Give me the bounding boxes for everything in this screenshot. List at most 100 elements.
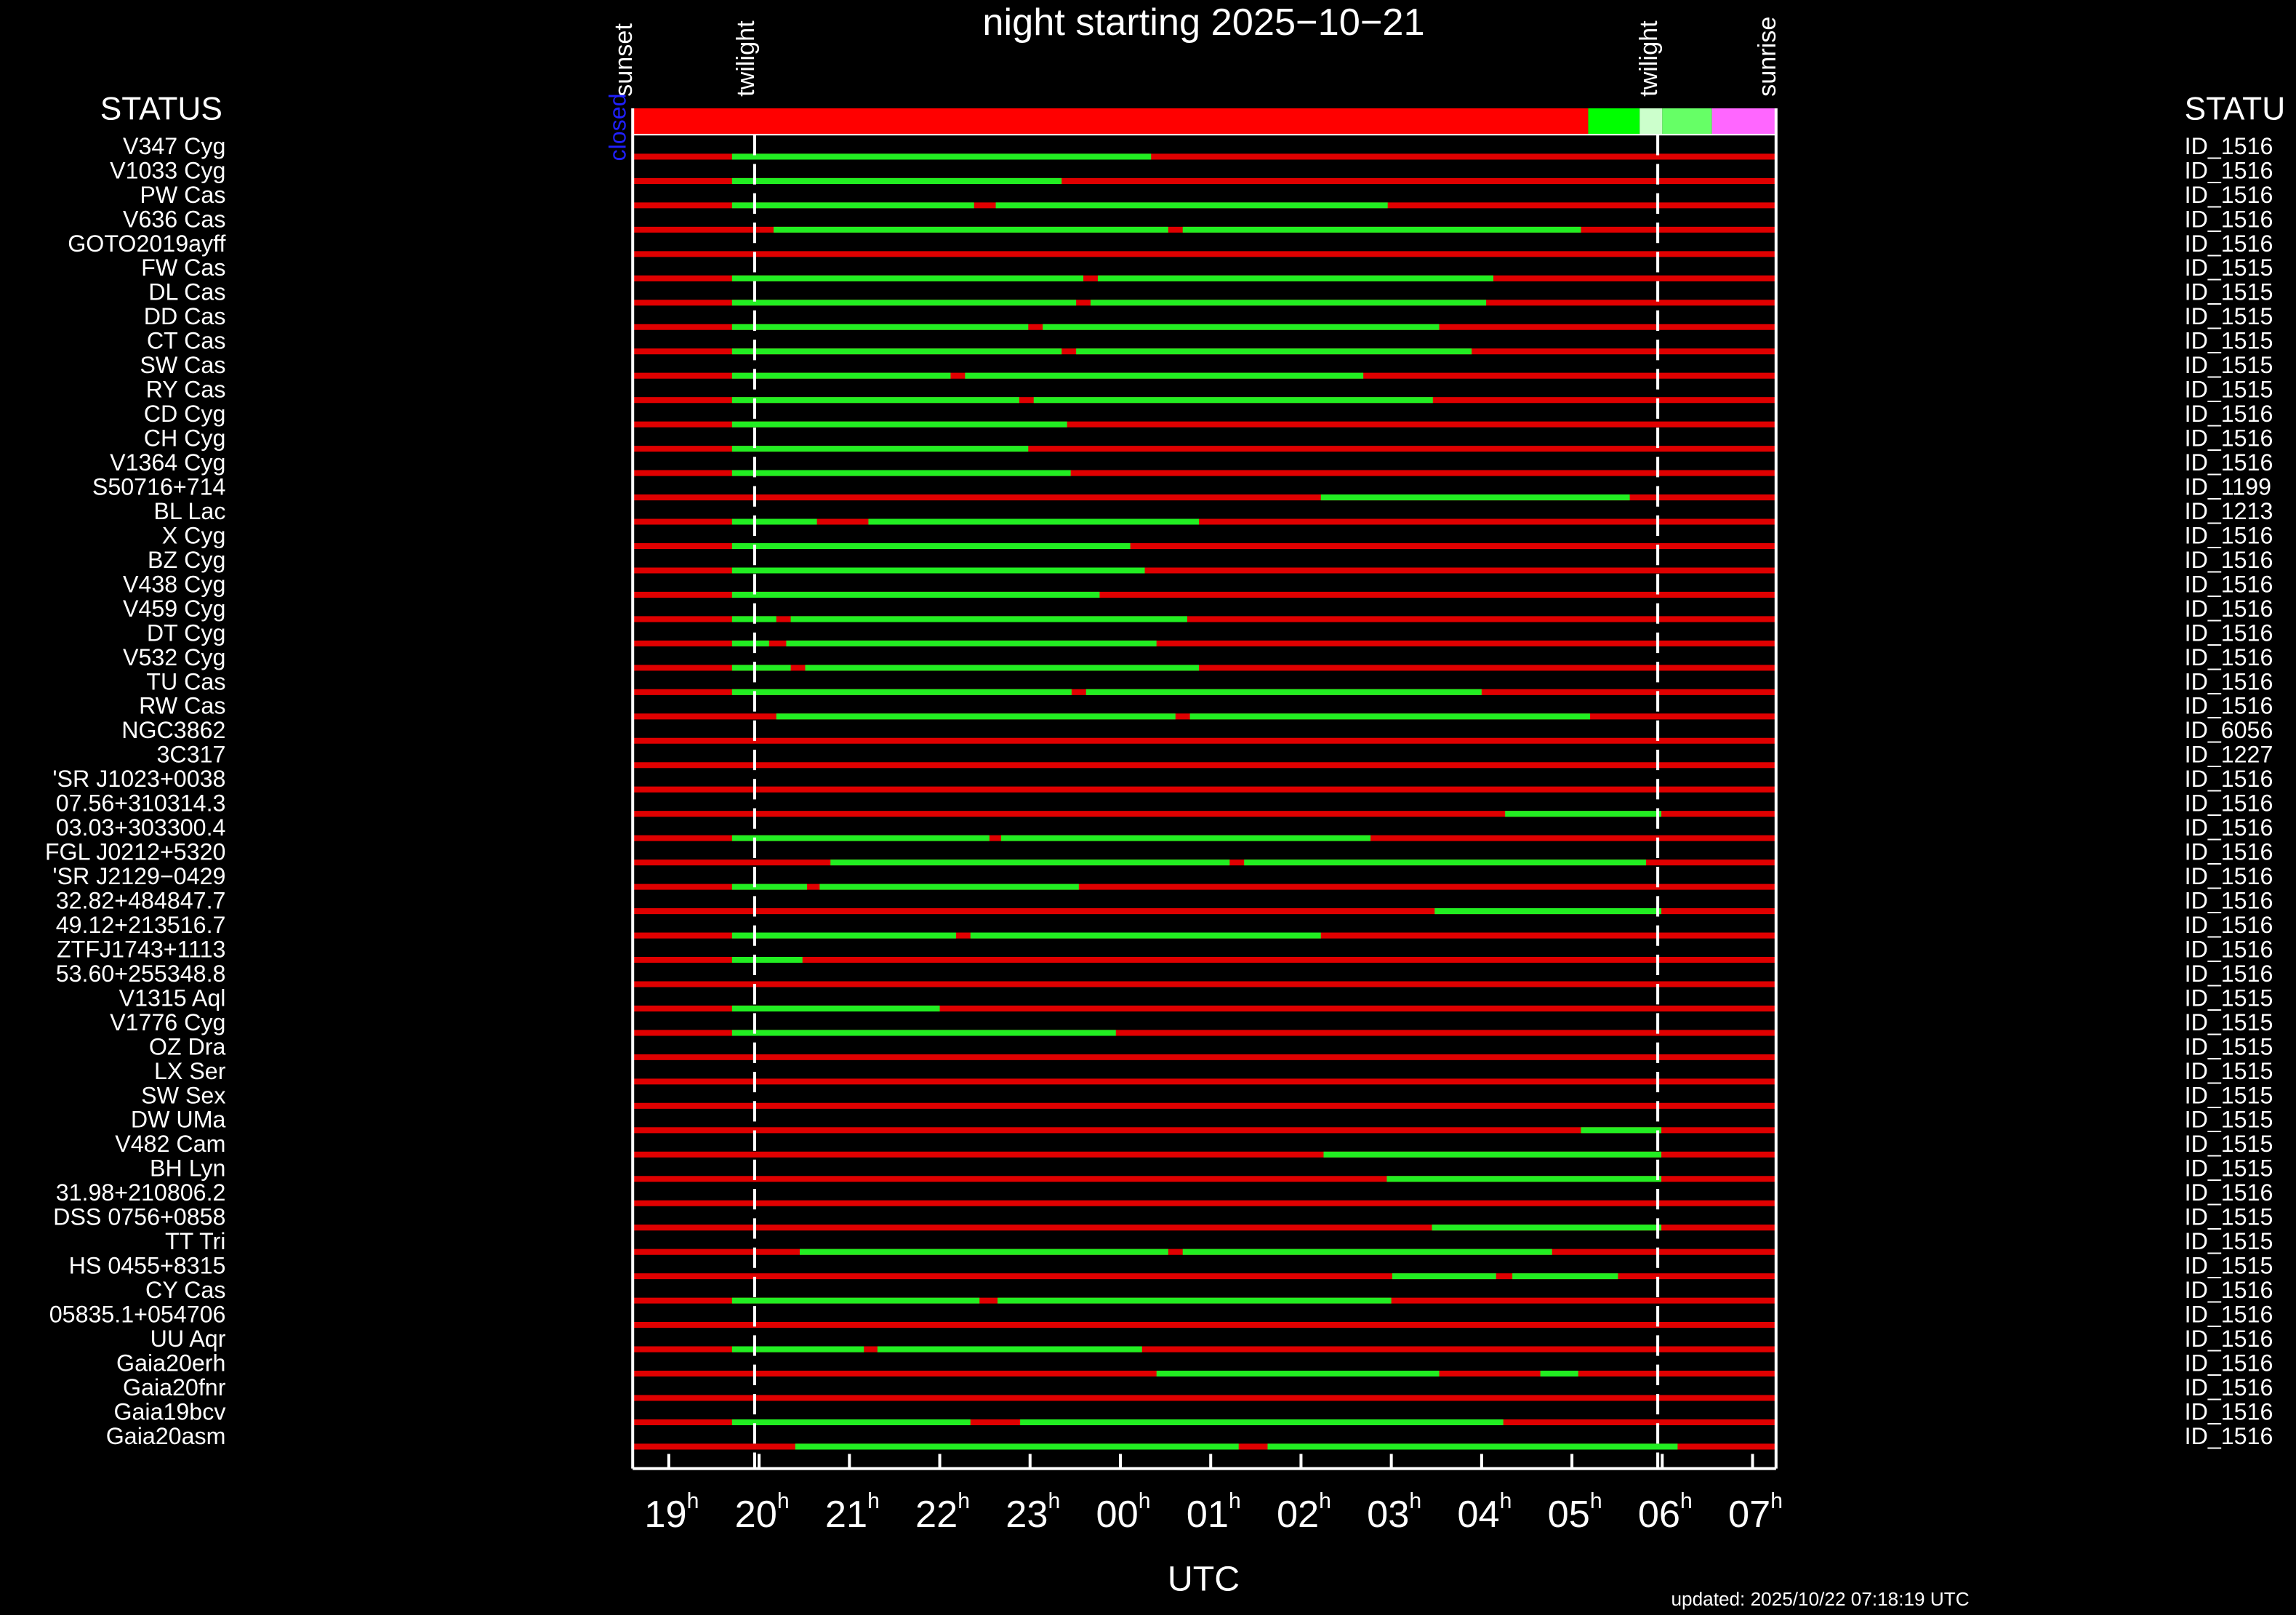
row-id: ID_1516: [2185, 888, 2273, 914]
x-tick-unit: h: [687, 1489, 699, 1513]
row-label: UU Aqr: [150, 1326, 226, 1352]
row-label: RY Cas: [146, 377, 226, 403]
x-tick-unit: h: [1500, 1489, 1512, 1513]
row-label: Gaia20asm: [106, 1423, 226, 1449]
row-id: ID_1516: [2185, 961, 2273, 987]
x-tick-value: 04: [1457, 1494, 1499, 1536]
row-label: S50716+714: [92, 473, 226, 500]
x-tick-label: 00h: [1096, 1489, 1151, 1536]
row-id: ID_1516: [2185, 1326, 2273, 1352]
row-id: ID_1516: [2185, 571, 2273, 597]
row-id: ID_1516: [2185, 157, 2273, 183]
row-id: ID_1516: [2185, 936, 2273, 962]
x-tick-unit: h: [777, 1489, 790, 1513]
x-tick-label: 04h: [1457, 1489, 1512, 1536]
left-header: STATUS: [100, 92, 222, 127]
x-tick-value: 01: [1187, 1494, 1229, 1536]
row-id: ID_1516: [2185, 231, 2273, 257]
status-segment: [1588, 108, 1640, 135]
row-label: FW Cas: [141, 255, 225, 281]
row-label: GOTO2019ayff: [68, 231, 225, 257]
x-tick-value: 22: [915, 1494, 958, 1536]
row-label: X Cyg: [162, 522, 226, 548]
row-label: BL Lac: [153, 498, 225, 524]
row-label: 03.03+303300.4: [56, 814, 226, 841]
row-label: OZ Dra: [149, 1033, 226, 1059]
row-id: ID_1213: [2185, 498, 2273, 524]
x-tick-label: 20h: [735, 1489, 790, 1536]
x-tick-unit: h: [1680, 1489, 1693, 1513]
row-label: BH Lyn: [150, 1155, 225, 1182]
row-id: ID_1516: [2185, 547, 2273, 573]
row-label: ZTFJ1743+1113: [57, 936, 225, 962]
row-id: ID_1516: [2185, 693, 2273, 719]
row-id: ID_1515: [2185, 352, 2273, 378]
row-id: ID_1516: [2185, 1277, 2273, 1303]
row-id: ID_6056: [2185, 717, 2273, 743]
row-label: 3C317: [157, 742, 226, 768]
row-label: V347 Cyg: [123, 133, 225, 159]
row-id: ID_1516: [2185, 182, 2273, 208]
x-tick-unit: h: [1590, 1489, 1602, 1513]
row-id: ID_1515: [2185, 1204, 2273, 1230]
x-tick-unit: h: [958, 1489, 970, 1513]
row-label: Gaia20erh: [116, 1350, 225, 1376]
row-label: 'SR J2129−0429: [52, 863, 225, 889]
row-id: ID_1516: [2185, 620, 2273, 646]
row-label: DD Cas: [144, 303, 226, 329]
x-tick-value: 23: [1005, 1494, 1048, 1536]
row-label: V438 Cyg: [123, 571, 225, 597]
row-id: ID_1516: [2185, 522, 2273, 548]
row-id: ID_1515: [2185, 1228, 2273, 1254]
x-tick-unit: h: [1139, 1489, 1151, 1513]
x-tick-label: 02h: [1277, 1489, 1331, 1536]
row-id: ID_1516: [2185, 206, 2273, 232]
row-id: ID_1515: [2185, 1107, 2273, 1133]
x-tick-value: 20: [735, 1494, 777, 1536]
x-tick-value: 19: [644, 1494, 686, 1536]
row-id: ID_1515: [2185, 328, 2273, 354]
row-id: ID_1516: [2185, 766, 2273, 792]
row-label: 07.56+310314.3: [56, 790, 226, 817]
row-id: ID_1516: [2185, 668, 2273, 694]
row-id: ID_1516: [2185, 425, 2273, 452]
row-label: Gaia19bcv: [113, 1398, 225, 1424]
row-label: NGC3862: [121, 717, 225, 743]
row-id: ID_1516: [2185, 596, 2273, 622]
row-label: V482 Cam: [115, 1131, 225, 1157]
x-tick-unit: h: [1409, 1489, 1421, 1513]
x-tick-unit: h: [1319, 1489, 1331, 1513]
row-label: V636 Cas: [123, 206, 225, 232]
row-label: V1315 Aql: [119, 985, 226, 1011]
right-header: STATU: [2185, 92, 2286, 127]
x-tick-value: 21: [825, 1494, 867, 1536]
row-label: 53.60+255348.8: [56, 961, 226, 987]
row-label: CD Cyg: [144, 401, 226, 427]
row-id: ID_1515: [2185, 1082, 2273, 1108]
row-id: ID_1515: [2185, 1033, 2273, 1059]
x-tick-label: 01h: [1187, 1489, 1241, 1536]
row-id: ID_1516: [2185, 1350, 2273, 1376]
row-label: Gaia20fnr: [123, 1374, 226, 1400]
x-tick-label: 23h: [1005, 1489, 1060, 1536]
status-segment: [1711, 108, 1776, 135]
row-label: DT Cyg: [147, 620, 226, 646]
row-label: RW Cas: [139, 693, 225, 719]
row-label: V1776 Cyg: [110, 1009, 225, 1035]
row-id: ID_1515: [2185, 377, 2273, 403]
event-label: twilight: [1635, 20, 1663, 97]
row-label: LX Ser: [154, 1058, 226, 1084]
row-label: HS 0455+8315: [69, 1253, 226, 1279]
x-tick-label: 21h: [825, 1489, 880, 1536]
row-label: CH Cyg: [144, 425, 226, 452]
row-id: ID_1515: [2185, 1009, 2273, 1035]
row-id: ID_1515: [2185, 255, 2273, 281]
row-id: ID_1516: [2185, 1179, 2273, 1206]
x-tick-value: 03: [1367, 1494, 1409, 1536]
row-id: ID_1227: [2185, 742, 2273, 768]
row-label: V1033 Cyg: [110, 157, 225, 183]
row-label: SW Cas: [140, 352, 225, 378]
row-label: CT Cas: [147, 328, 226, 354]
row-id: ID_1516: [2185, 839, 2273, 865]
